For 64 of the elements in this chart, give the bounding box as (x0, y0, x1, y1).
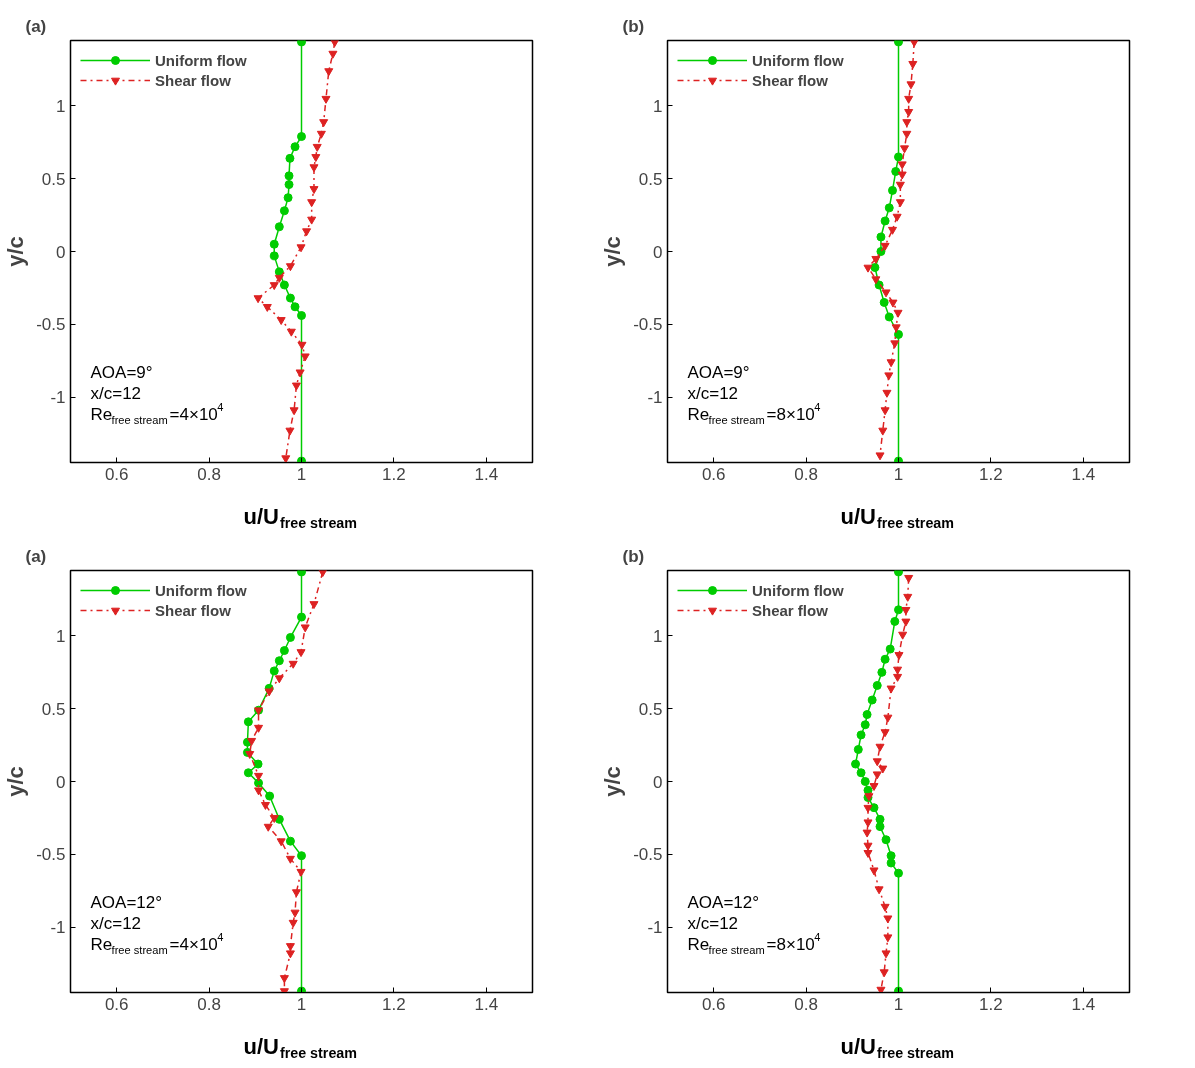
x-tick-label: 0.8 (794, 464, 818, 484)
y-tick-label: 0.5 (638, 699, 663, 719)
x-tick-label: 0.8 (794, 994, 818, 1014)
x-tick-label: 1.2 (979, 464, 1003, 484)
y-tick-label: 1 (653, 626, 663, 646)
chart-title: (a) (25, 546, 47, 566)
chart-title: (b) (622, 16, 645, 36)
x-tick-label: 0.6 (104, 464, 129, 484)
y-tick-label: -1 (647, 918, 663, 938)
y-tick-label: 0 (653, 772, 663, 792)
y-tick-label: 1 (56, 96, 66, 116)
x-tick-label: 1.4 (1071, 464, 1096, 484)
legend-label: Uniform flow (752, 51, 844, 69)
x-tick-label: 0.6 (701, 994, 726, 1014)
y-axis-title: y/c (600, 766, 626, 797)
x-tick-label: 1.4 (474, 464, 499, 484)
annotation: AOA=12° (90, 893, 163, 912)
x-tick-label: 0.8 (197, 994, 221, 1014)
annotation: x/c=12 (687, 914, 739, 933)
annotation: x/c=12 (687, 384, 739, 403)
chart-title: (b) (622, 546, 645, 566)
legend-label: Shear flow (155, 71, 231, 89)
legend-label: Shear flow (752, 601, 828, 619)
y-tick-label: 0 (56, 772, 66, 792)
y-tick-label: -1 (50, 388, 66, 408)
x-tick-label: 1 (893, 464, 904, 484)
y-axis-title: y/c (3, 766, 29, 797)
y-axis-title: y/c (3, 236, 29, 267)
x-tick-label: 1.2 (382, 464, 406, 484)
annotation: AOA=9° (687, 363, 750, 382)
annotation: AOA=12° (687, 893, 760, 912)
legend-label: Uniform flow (752, 581, 844, 599)
legend-label: Shear flow (155, 601, 231, 619)
legend-label: Uniform flow (155, 581, 247, 599)
y-tick-label: -1 (647, 388, 663, 408)
y-tick-label: 0.5 (41, 169, 66, 189)
legend-label: Shear flow (752, 71, 828, 89)
annotation: AOA=9° (90, 363, 153, 382)
y-tick-label: 1 (56, 626, 66, 646)
x-tick-label: 1.2 (979, 994, 1003, 1014)
y-tick-label: 0.5 (41, 699, 66, 719)
x-tick-label: 1 (296, 464, 307, 484)
x-tick-label: 0.6 (701, 464, 726, 484)
chart-title: (a) (25, 16, 47, 36)
y-tick-label: -0.5 (36, 315, 66, 335)
annotation: x/c=12 (90, 914, 142, 933)
y-axis-title: y/c (600, 236, 626, 267)
y-tick-label: -0.5 (633, 315, 663, 335)
y-tick-label: -0.5 (633, 845, 663, 865)
x-tick-label: 1.2 (382, 994, 406, 1014)
x-tick-label: 1 (296, 994, 307, 1014)
y-tick-label: 1 (653, 96, 663, 116)
x-tick-label: 1 (893, 994, 904, 1014)
y-tick-label: 0.5 (638, 169, 663, 189)
y-tick-label: -1 (50, 918, 66, 938)
annotation: x/c=12 (90, 384, 142, 403)
y-tick-label: -0.5 (36, 845, 66, 865)
x-tick-label: 1.4 (1071, 994, 1096, 1014)
x-tick-label: 0.6 (104, 994, 129, 1014)
y-tick-label: 0 (56, 242, 66, 262)
x-tick-label: 0.8 (197, 464, 221, 484)
x-tick-label: 1.4 (474, 994, 499, 1014)
legend-label: Uniform flow (155, 51, 247, 69)
y-tick-label: 0 (653, 242, 663, 262)
